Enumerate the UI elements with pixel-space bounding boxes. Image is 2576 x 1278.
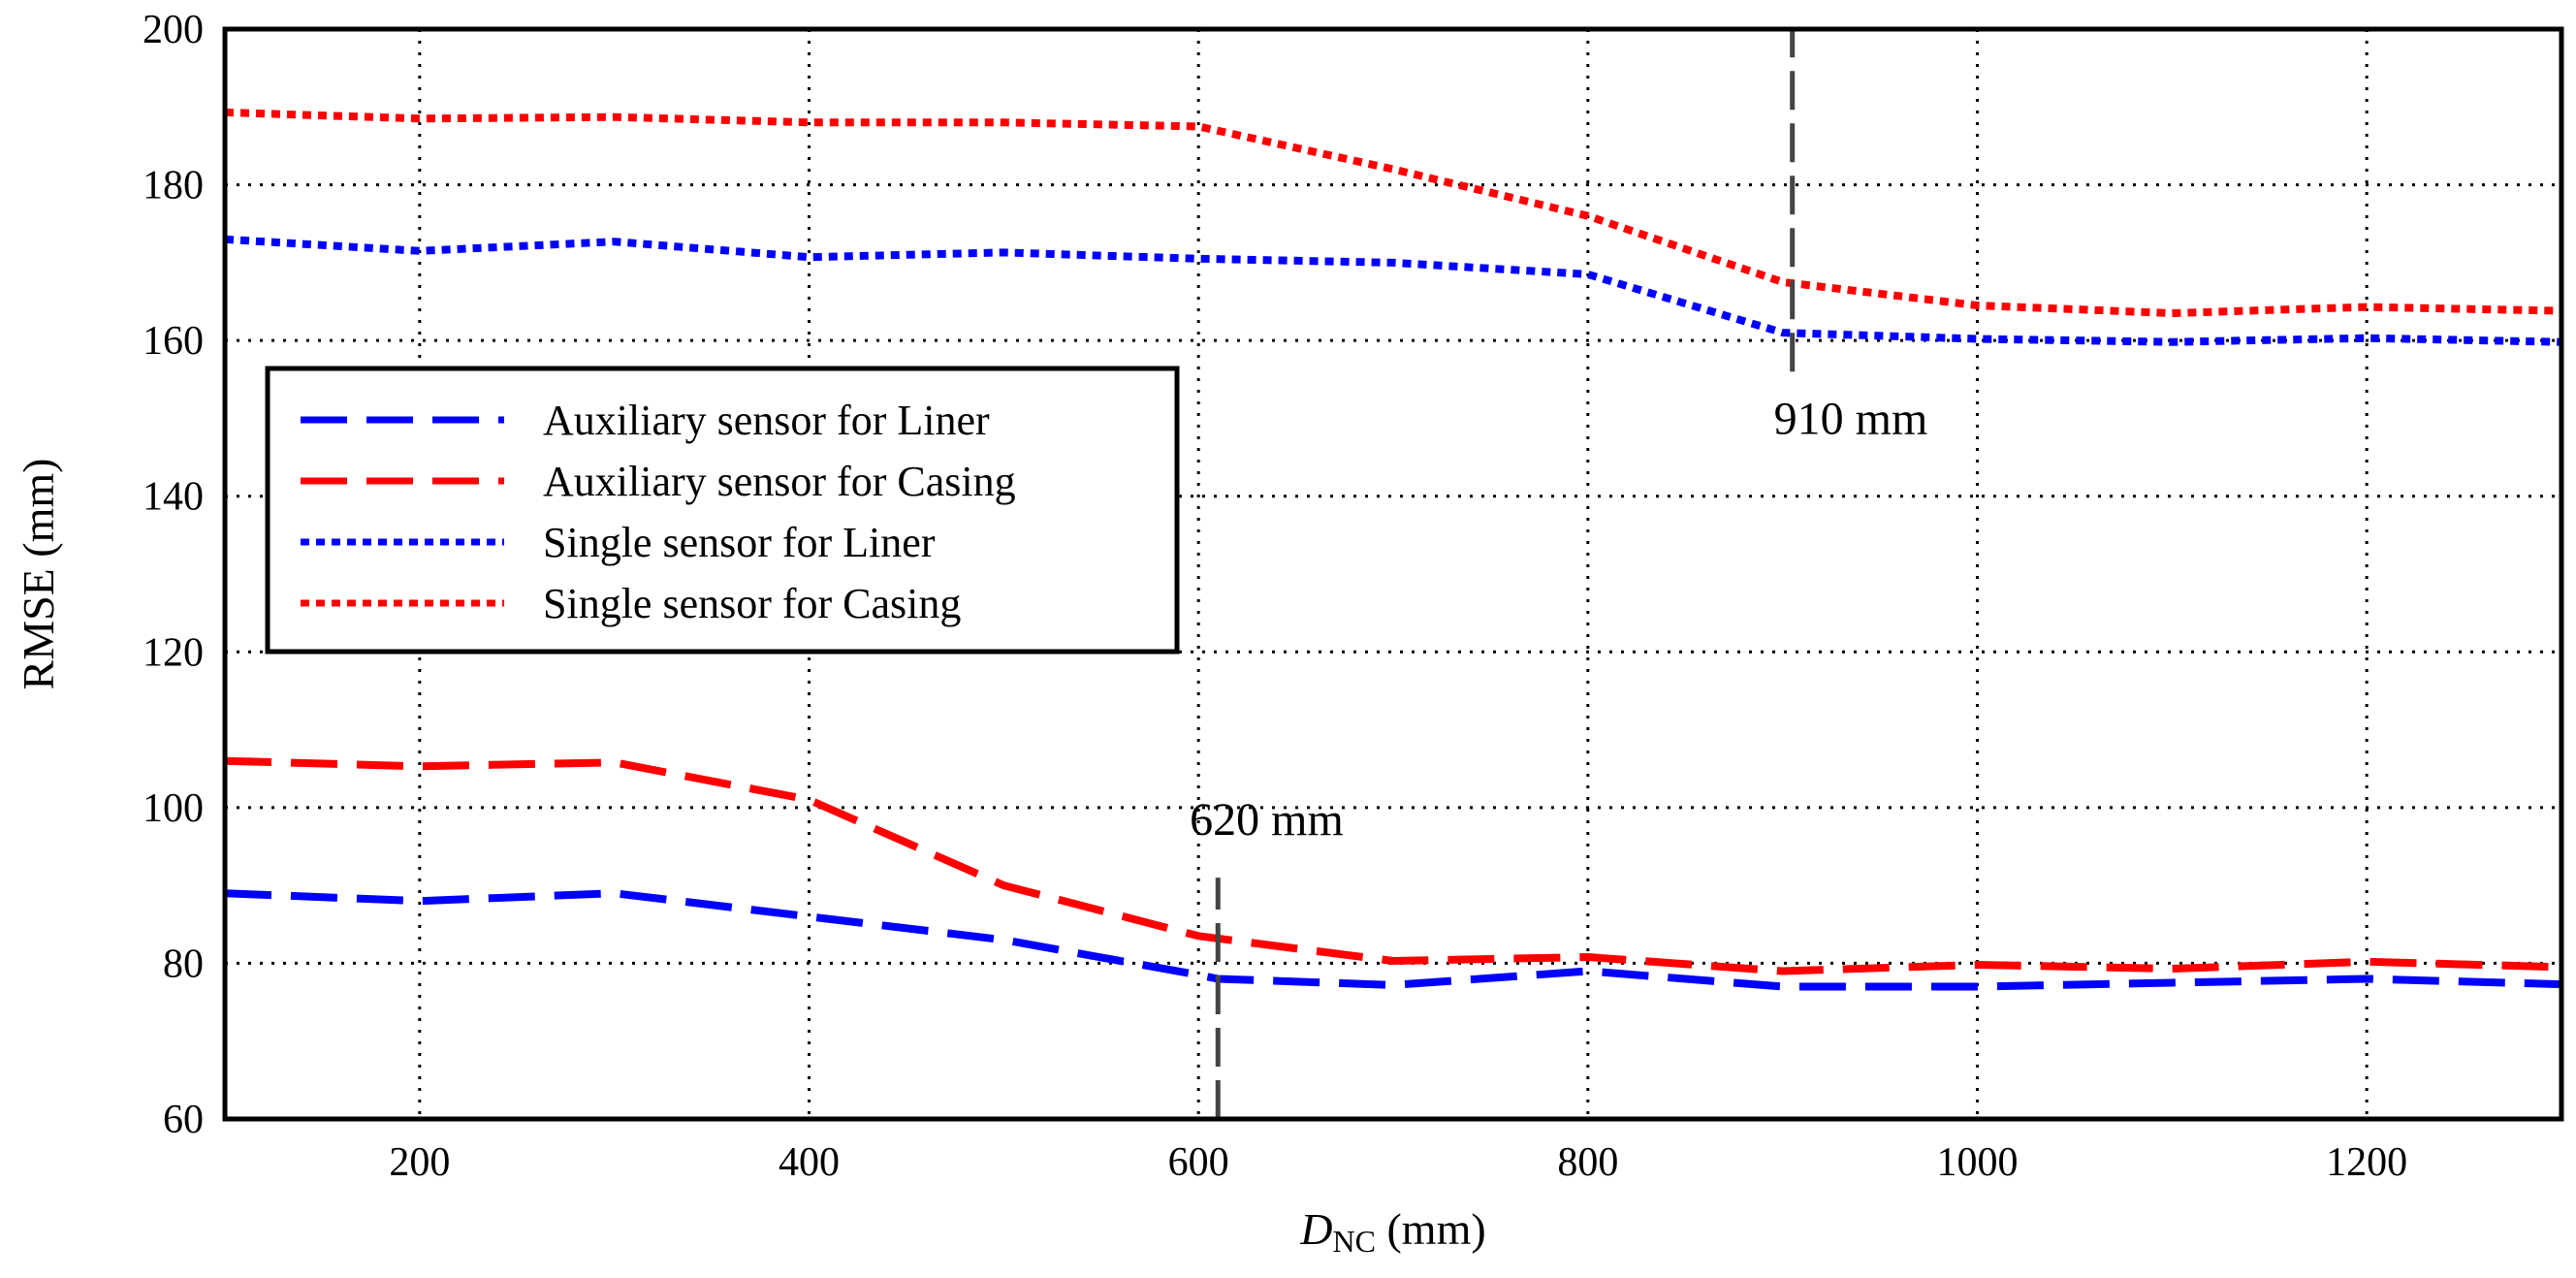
y-axis-title: RMSE (mm)	[14, 459, 63, 690]
y-tick-label-60: 60	[163, 1098, 204, 1142]
legend-label-single-casing: Single sensor for Casing	[543, 580, 961, 627]
x-axis-title-unit: (mm)	[1376, 1204, 1486, 1254]
legend-label-aux-casing: Auxiliary sensor for Casing	[543, 458, 1016, 505]
annotations: 620 mm 910 mm	[1190, 29, 1927, 1119]
series-line-single-casing	[224, 108, 2562, 317]
series-line-single-liner	[224, 235, 2562, 346]
x-tick-labels: 200 400 600 800 1000 1200	[389, 1140, 2407, 1185]
series-line-aux-casing	[224, 756, 2562, 975]
y-tick-label-200: 200	[143, 8, 204, 52]
legend: Auxiliary sensor for Liner Auxiliary sen…	[265, 366, 1180, 655]
x-tick-label-1200: 1200	[2326, 1140, 2407, 1185]
x-tick-label-800: 800	[1557, 1140, 1618, 1185]
x-tick-label-1000: 1000	[1937, 1140, 2019, 1185]
threshold-label-2: 910 mm	[1774, 393, 1928, 444]
legend-box	[265, 366, 1180, 655]
legend-label-aux-liner: Auxiliary sensor for Liner	[543, 397, 990, 444]
y-tick-label-100: 100	[143, 786, 204, 831]
legend-label-single-liner: Single sensor for Liner	[543, 519, 936, 566]
y-tick-label-160: 160	[143, 319, 204, 364]
data-series	[224, 108, 2562, 991]
x-tick-label-600: 600	[1168, 1140, 1229, 1185]
x-axis-title-subscript: NC	[1333, 1224, 1376, 1259]
plot-frame	[222, 26, 2564, 1122]
x-axis-title-symbol: D	[1299, 1204, 1332, 1254]
x-tick-label-200: 200	[389, 1140, 450, 1185]
x-axis-title: DNC (mm)	[1299, 1204, 1485, 1259]
x-tick-label-400: 400	[779, 1140, 840, 1185]
y-tick-label-80: 80	[163, 942, 204, 986]
y-tick-label-120: 120	[143, 630, 204, 675]
series-line-aux-liner	[224, 889, 2562, 991]
y-tick-labels: 60 80 100 120 140 160 180 200	[143, 8, 204, 1142]
threshold-label-1: 620 mm	[1190, 794, 1344, 846]
y-tick-label-140: 140	[143, 475, 204, 520]
y-tick-label-180: 180	[143, 164, 204, 208]
